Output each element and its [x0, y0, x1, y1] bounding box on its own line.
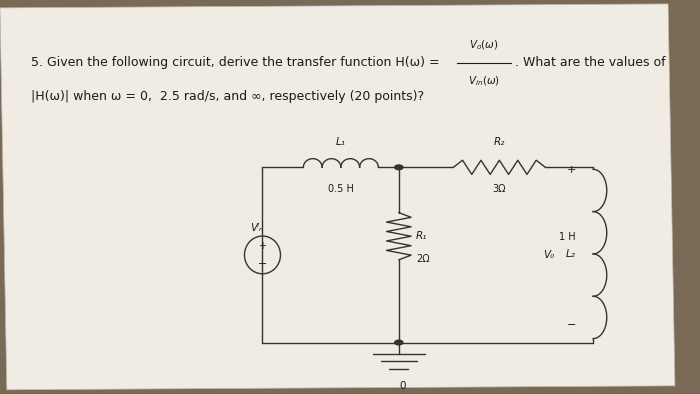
Text: −: −: [566, 320, 576, 330]
Text: +: +: [566, 165, 576, 175]
Text: |H(ω)| when ω = 0,  2.5 rad/s, and ∞, respectively (20 points)?: |H(ω)| when ω = 0, 2.5 rad/s, and ∞, res…: [31, 90, 423, 103]
Text: L₂: L₂: [566, 249, 576, 259]
Text: . What are the values of: . What are the values of: [515, 56, 666, 69]
Text: L₁: L₁: [336, 137, 346, 147]
Polygon shape: [0, 4, 675, 390]
Text: +: +: [258, 241, 267, 251]
Text: 0.5 H: 0.5 H: [328, 184, 354, 194]
Text: 0: 0: [399, 381, 405, 391]
Text: V₀: V₀: [543, 250, 554, 260]
Text: $V_{in}(\omega)$: $V_{in}(\omega)$: [468, 74, 500, 87]
Text: 5. Given the following circuit, derive the transfer function H(ω) =: 5. Given the following circuit, derive t…: [31, 56, 443, 69]
Text: $V_o(\omega)$: $V_o(\omega)$: [469, 38, 499, 52]
Text: 3Ω: 3Ω: [493, 184, 506, 194]
Text: R₂: R₂: [494, 137, 505, 147]
Text: 1 H: 1 H: [559, 232, 576, 242]
Text: −: −: [258, 258, 267, 269]
Text: Vᴵₙ: Vᴵₙ: [251, 223, 264, 233]
Circle shape: [395, 165, 403, 170]
Text: R₁: R₁: [416, 231, 427, 241]
Text: 2Ω: 2Ω: [416, 254, 430, 264]
Circle shape: [395, 340, 403, 345]
